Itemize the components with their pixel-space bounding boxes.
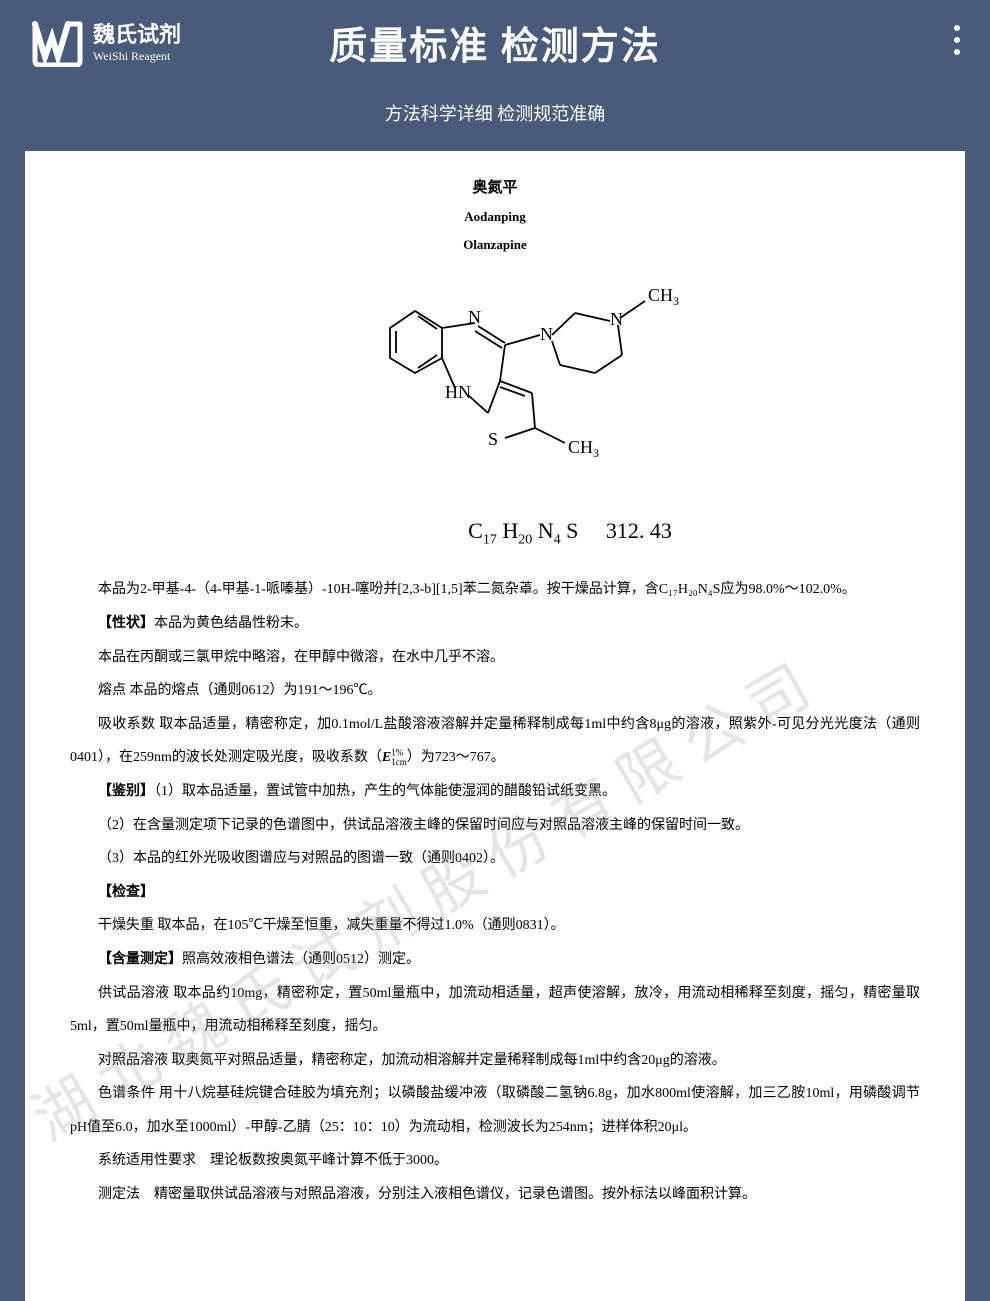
- hanliang-section: 【含量测定】照高效液相色谱法（通则0512）测定。: [70, 943, 920, 977]
- atom-ch3: CH3: [648, 285, 679, 308]
- hanliang-para4: 系统适用性要求 理论板数按奥氮平峰计算不低于3000。: [70, 1144, 920, 1178]
- title-cn: 奥氮平: [70, 176, 920, 197]
- logo-cn: 魏氏试剂: [93, 22, 181, 48]
- xishou-para: 吸收系数 取本品适量，精密称定，加0.1mol/L盐酸溶液溶解并定量稀释制成每1…: [70, 708, 920, 775]
- jianbie-para2: （2）在含量测定项下记录的色谱图中，供试品溶液主峰的保留时间应与对照品溶液主峰的…: [70, 809, 920, 843]
- atom-s: S: [488, 429, 498, 449]
- document-page: 湖北魏氏试剂股份有限公司 奥氮平 Aodanping Olanzapine: [25, 151, 965, 1301]
- doc-title-block: 奥氮平 Aodanping Olanzapine: [70, 176, 920, 253]
- title-en: Olanzapine: [70, 237, 920, 253]
- hanliang-para3: 色谱条件 用十八烷基硅烷键合硅胶为填充剂；以磷酸盐缓冲液（取磷酸二氢钠6.8g，…: [70, 1077, 920, 1144]
- rongdian-para: 熔点 本品的熔点（通则0612）为191～196℃。: [70, 674, 920, 708]
- jianbie-section: 【鉴别】（1）取本品适量，置试管中加热，产生的气体能使湿润的醋酸铅试纸变黑。: [70, 775, 920, 809]
- logo-area: 魏氏试剂 WeiShi Reagent: [30, 19, 181, 67]
- jiancha-para1: 干燥失重 取本品，在105℃干燥至恒重，减失重量不得过1.0%（通则0831）。: [70, 909, 920, 943]
- sub-header: 方法科学详细 检测规范准确: [0, 85, 990, 151]
- menu-icon[interactable]: [954, 25, 960, 55]
- logo-icon: [30, 19, 85, 67]
- logo-en: WeiShi Reagent: [93, 49, 181, 63]
- header: 魏氏试剂 WeiShi Reagent 质量标准 检测方法: [0, 0, 990, 85]
- hanliang-para1: 供试品溶液 取本品约10mg，精密称定，置50ml量瓶中，加流动相适量，超声使溶…: [70, 977, 920, 1044]
- chemical-structure: N HN N N S CH3 CH3: [70, 273, 920, 498]
- jianbie-para3: （3）本品的红外光吸收图谱应与对照品的图谱一致（通则0402）。: [70, 842, 920, 876]
- logo-text: 魏氏试剂 WeiShi Reagent: [93, 22, 181, 63]
- document-body: 本品为2-甲基-4-（4-甲基-1-哌嗪基）-10H-噻吩并[2,3-b][1,…: [70, 573, 920, 1211]
- atom-hn: HN: [445, 382, 471, 402]
- atom-n: N: [540, 324, 553, 344]
- header-title: 质量标准 检测方法: [329, 15, 661, 70]
- intro-paragraph: 本品为2-甲基-4-（4-甲基-1-哌嗪基）-10H-噻吩并[2,3-b][1,…: [70, 573, 920, 607]
- atom-ch3: CH3: [568, 437, 599, 460]
- molecular-formula: C17 H20 N4 S 312. 43: [70, 518, 920, 548]
- atom-n: N: [468, 307, 481, 327]
- hanliang-para5: 测定法 精密量取供试品溶液与对照品溶液，分别注入液相色谱仪，记录色谱图。按外标法…: [70, 1178, 920, 1212]
- xingzhuang-section: 【性状】本品为黄色结晶性粉末。: [70, 607, 920, 641]
- jiancha-section: 【检查】: [70, 876, 920, 910]
- hanliang-para2: 对照品溶液 取奥氮平对照品适量，精密称定，加流动相溶解并定量稀释制成每1ml中约…: [70, 1044, 920, 1078]
- atom-n: N: [610, 309, 623, 329]
- mol-weight: 312. 43: [606, 518, 672, 543]
- formula-text: C17 H20 N4 S: [468, 518, 578, 543]
- xingzhuang-para: 本品在丙酮或三氯甲烷中略溶，在甲醇中微溶，在水中几乎不溶。: [70, 641, 920, 675]
- title-pinyin: Aodanping: [70, 209, 920, 225]
